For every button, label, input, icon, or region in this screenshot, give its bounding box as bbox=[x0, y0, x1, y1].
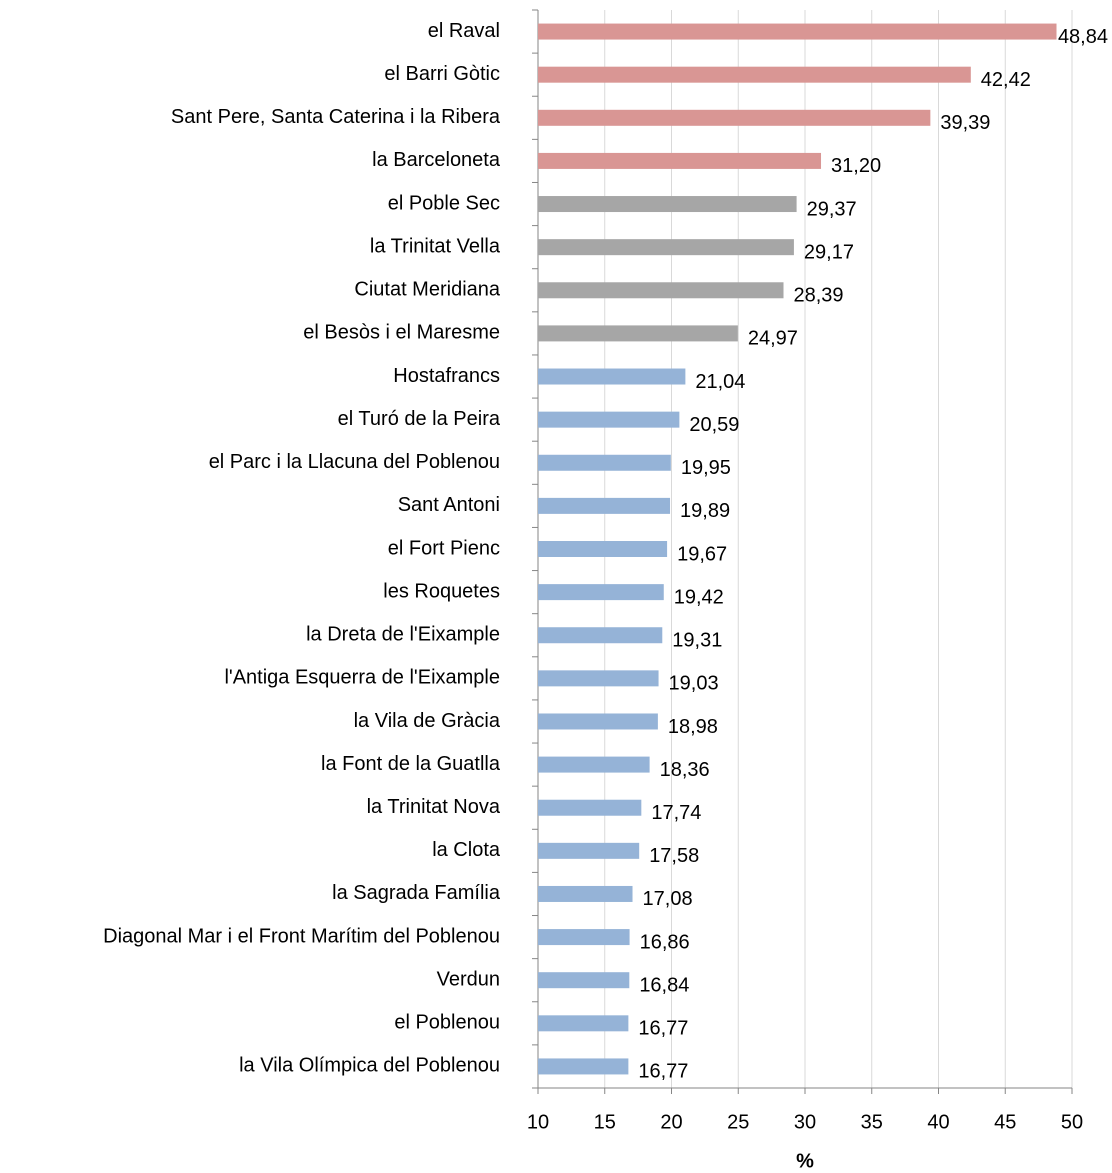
x-tick-label: 45 bbox=[994, 1111, 1016, 1133]
value-label: 19,42 bbox=[674, 586, 724, 608]
value-label: 42,42 bbox=[981, 69, 1031, 91]
value-label: 19,67 bbox=[677, 543, 727, 565]
bar bbox=[538, 713, 658, 730]
x-tick-label: 25 bbox=[727, 1111, 749, 1133]
bar bbox=[538, 1058, 629, 1075]
y-tick-label: el Poble Sec bbox=[388, 192, 500, 214]
y-tick-label: la Vila Olímpica del Poblenou bbox=[239, 1055, 500, 1077]
y-tick-label: Ciutat Meridiana bbox=[354, 279, 501, 301]
bar bbox=[538, 929, 630, 946]
y-tick-label: la Trinitat Vella bbox=[370, 235, 501, 257]
y-tick-label: el Besòs i el Maresme bbox=[303, 322, 500, 344]
value-label: 18,36 bbox=[660, 759, 710, 781]
value-label: 39,39 bbox=[940, 112, 990, 134]
y-tick-label: la Dreta de l'Eixample bbox=[306, 624, 500, 646]
value-label: 21,04 bbox=[695, 371, 745, 393]
y-tick-label: el Barri Gòtic bbox=[384, 63, 500, 85]
bar bbox=[538, 1015, 629, 1032]
y-tick-label: Verdun bbox=[437, 968, 500, 990]
y-tick-label: la Clota bbox=[432, 839, 501, 861]
y-tick-label: Hostafrancs bbox=[393, 365, 500, 387]
y-tick-label: Diagonal Mar i el Front Marítim del Pobl… bbox=[103, 925, 500, 947]
y-tick-label: la Trinitat Nova bbox=[367, 796, 501, 818]
y-tick-label: el Fort Pienc bbox=[388, 537, 500, 559]
value-label: 16,86 bbox=[640, 931, 690, 953]
bar bbox=[538, 368, 686, 385]
value-label: 29,17 bbox=[804, 241, 854, 263]
y-tick-label: Sant Pere, Santa Caterina i la Ribera bbox=[171, 106, 501, 128]
bar bbox=[538, 109, 931, 126]
y-tick-label: el Turó de la Peira bbox=[338, 408, 501, 430]
bar bbox=[538, 670, 659, 687]
value-label: 19,95 bbox=[681, 457, 731, 479]
y-tick-label: la Barceloneta bbox=[372, 149, 501, 171]
value-label: 28,39 bbox=[794, 285, 844, 307]
y-tick-label: les Roquetes bbox=[383, 580, 500, 602]
y-tick-label: la Font de la Guatlla bbox=[321, 753, 501, 775]
x-tick-label: 50 bbox=[1061, 1111, 1083, 1133]
bar bbox=[538, 454, 671, 471]
bar bbox=[538, 66, 971, 83]
bar bbox=[538, 627, 663, 644]
bar bbox=[538, 196, 797, 213]
bar bbox=[538, 756, 650, 773]
x-axis-label: % bbox=[796, 1150, 814, 1172]
bar bbox=[538, 239, 794, 256]
x-tick-label: 10 bbox=[527, 1111, 549, 1133]
y-tick-label: l'Antiga Esquerra de l'Eixample bbox=[224, 667, 500, 689]
y-tick-label: el Poblenou bbox=[394, 1012, 500, 1034]
bar bbox=[538, 842, 640, 859]
y-tick-label: el Raval bbox=[428, 20, 500, 42]
bar bbox=[538, 325, 738, 342]
bar bbox=[538, 23, 1057, 40]
bar bbox=[538, 411, 680, 428]
bar bbox=[538, 584, 664, 601]
value-label: 48,84 bbox=[1058, 26, 1108, 48]
y-tick-label: la Sagrada Família bbox=[332, 882, 501, 904]
value-label: 18,98 bbox=[668, 716, 718, 738]
bar bbox=[538, 541, 668, 557]
value-label: 19,89 bbox=[680, 500, 730, 522]
y-tick-label: Sant Antoni bbox=[398, 494, 500, 516]
y-tick-label: la Vila de Gràcia bbox=[354, 710, 501, 732]
value-label: 31,20 bbox=[831, 155, 881, 177]
bar bbox=[538, 282, 784, 299]
value-label: 19,31 bbox=[672, 630, 722, 652]
x-tick-label: 20 bbox=[660, 1111, 682, 1133]
x-tick-label: 15 bbox=[594, 1111, 616, 1133]
bar bbox=[538, 972, 630, 989]
value-label: 17,74 bbox=[651, 802, 701, 824]
x-tick-label: 35 bbox=[861, 1111, 883, 1133]
value-label: 19,03 bbox=[669, 673, 719, 695]
value-label: 16,77 bbox=[638, 1018, 688, 1040]
value-label: 20,59 bbox=[689, 414, 739, 436]
value-label: 17,08 bbox=[643, 888, 693, 910]
bar bbox=[538, 497, 671, 514]
x-tick-label: 40 bbox=[927, 1111, 949, 1133]
value-label: 16,84 bbox=[639, 974, 689, 996]
value-label: 16,77 bbox=[638, 1061, 688, 1083]
bar bbox=[538, 885, 633, 902]
value-label: 29,37 bbox=[807, 198, 857, 220]
value-label: 24,97 bbox=[748, 328, 798, 350]
y-tick-label: el Parc i la Llacuna del Poblenou bbox=[209, 451, 500, 473]
bar bbox=[538, 799, 642, 816]
x-tick-label: 30 bbox=[794, 1111, 816, 1133]
bar bbox=[538, 152, 822, 169]
value-label: 17,58 bbox=[649, 845, 699, 867]
